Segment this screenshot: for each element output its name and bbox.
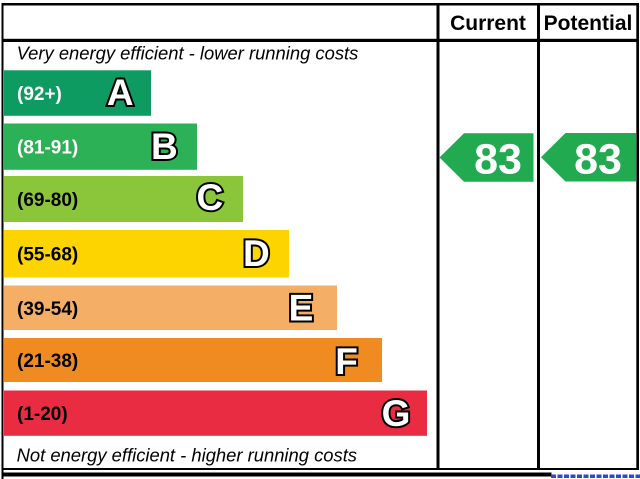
svg-text:F: F — [335, 341, 358, 382]
svg-text:A: A — [107, 72, 134, 113]
svg-text:83: 83 — [574, 136, 622, 184]
svg-text:(81-91): (81-91) — [17, 138, 78, 159]
svg-text:(21-38): (21-38) — [17, 351, 78, 372]
svg-text:(39-54): (39-54) — [17, 299, 78, 320]
svg-text:Current: Current — [450, 12, 526, 35]
svg-text:C: C — [197, 177, 224, 218]
svg-text:(55-68): (55-68) — [17, 245, 78, 266]
svg-text:B: B — [151, 126, 178, 167]
svg-text:E: E — [289, 288, 314, 329]
svg-text:(69-80): (69-80) — [17, 190, 78, 211]
svg-text:83: 83 — [474, 136, 522, 184]
svg-text:G: G — [382, 393, 411, 434]
svg-text:D: D — [243, 233, 270, 274]
svg-text:Very energy efficient - lower: Very energy efficient - lower running co… — [17, 43, 359, 64]
svg-text:Potential: Potential — [544, 12, 633, 35]
svg-text:(92+): (92+) — [17, 84, 62, 105]
svg-text:Not energy efficient - higher: Not energy efficient - higher running co… — [17, 445, 357, 466]
svg-text:(1-20): (1-20) — [17, 404, 68, 425]
